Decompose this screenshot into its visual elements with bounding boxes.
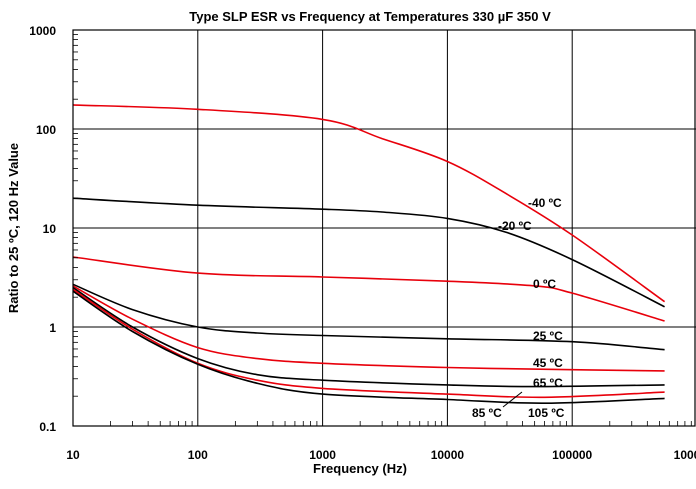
series-label: 0 ºC: [533, 277, 556, 291]
series-line-85c: [72, 288, 665, 399]
y-tick-label: 0.1: [39, 420, 56, 434]
annotation-layer: -40 ºC -20 ºC 0 ºC 25 ºC 45 ºC 65 ºC 85 ºC 105 …: [472, 196, 565, 420]
y-tick-label: 1: [49, 321, 56, 335]
x-axis-label: Frequency (Hz): [313, 461, 407, 476]
x-tick-label: 1000000: [674, 448, 696, 462]
series-line-45c: [72, 285, 665, 372]
x-tick-label: 1000: [309, 448, 336, 462]
grid-layer: [73, 30, 696, 426]
x-tick-label: 100000: [552, 448, 592, 462]
label-leader-line: [502, 391, 523, 408]
chart-title: Type SLP ESR vs Frequency at Temperature…: [189, 9, 551, 24]
series-label: 105 ºC: [528, 406, 565, 420]
plot-frame: [72, 29, 696, 427]
tick-layer: 10 100 1000 10000 100000 1000000 0.1 1 10 100 1000: [29, 24, 696, 462]
series-label: 25 ºC: [533, 329, 563, 343]
x-tick-label: 10: [66, 448, 80, 462]
series-layer: [72, 104, 666, 405]
series-line-0c: [72, 256, 665, 322]
series-line-25c: [72, 283, 665, 351]
y-tick-label: 1000: [29, 24, 56, 38]
y-tick-label: 10: [43, 222, 57, 236]
series-label: -40 ºC: [528, 196, 562, 210]
x-tick-label: 10000: [431, 448, 465, 462]
series-label: 85 ºC: [472, 406, 502, 420]
x-tick-label: 100: [188, 448, 208, 462]
series-label: 45 ºC: [533, 356, 563, 370]
y-axis-label: Ratio to 25 ºC, 120 Hz Value: [6, 143, 21, 313]
series-line-minus20c: [72, 197, 665, 308]
series-label: -20 ºC: [498, 219, 532, 233]
series-line-minus40c: [72, 104, 666, 303]
series-line-105c: [72, 290, 665, 405]
series-line-65c: [72, 286, 665, 388]
series-label: 65 ºC: [533, 376, 563, 390]
y-tick-label: 100: [36, 123, 56, 137]
